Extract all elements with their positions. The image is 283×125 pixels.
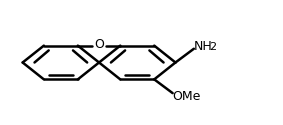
Text: OMe: OMe	[173, 90, 201, 103]
Text: NH: NH	[194, 40, 213, 53]
Text: 2: 2	[209, 42, 216, 52]
Text: O: O	[94, 38, 104, 51]
